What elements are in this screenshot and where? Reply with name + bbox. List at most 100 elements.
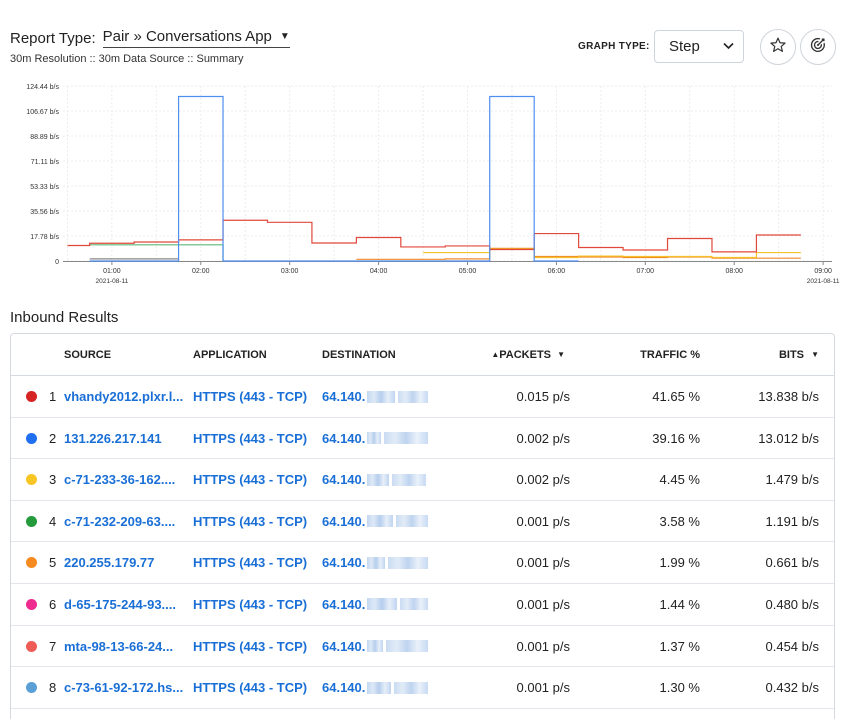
redacted-text (367, 598, 398, 611)
row-index: 2 (49, 430, 57, 446)
inbound-results-title: Inbound Results (10, 309, 119, 326)
table-row[interactable]: 5 220.255.179.77 HTTPS (443 - TCP) 64.140. 0… (11, 542, 834, 584)
y-tick-label: 106.67 b/s (26, 109, 59, 116)
y-tick-label: 124.44 b/s (26, 84, 59, 91)
redacted-text (367, 681, 392, 694)
series-color-dot (26, 640, 37, 652)
col-packets-header[interactable]: ▲PACKETS ▼ (491, 349, 565, 361)
graph-type-select[interactable]: Step (654, 30, 744, 63)
application-link[interactable]: HTTPS (443 - TCP) (193, 389, 308, 404)
report-type-dropdown[interactable]: Pair » Conversations App ▼ (102, 28, 290, 48)
application-link[interactable]: HTTPS (443 - TCP) (193, 596, 308, 612)
application-link[interactable]: HTTPS (443 - TCP) (193, 680, 308, 696)
row-index: 1 (49, 389, 57, 404)
inbound-results-table: SOURCE APPLICATION DESTINATION ▲PACKETS … (10, 333, 835, 719)
redacted-text (398, 390, 429, 403)
source-link[interactable]: mta-98-13-66-24... (64, 638, 174, 654)
destination-link[interactable]: 64.140. (322, 639, 429, 654)
plot-area (63, 86, 832, 261)
x-tick-label: 03:00 (281, 268, 299, 275)
source-link[interactable]: c-71-232-209-63.... (64, 513, 176, 529)
table-row[interactable]: 3 c-71-233-36-162.... HTTPS (443 - TCP) 64.… (11, 459, 834, 501)
traffic-value: 39.16 % (652, 430, 700, 446)
x-tick-label: 04:00 (370, 268, 388, 275)
redacted-text (392, 473, 427, 486)
table-row[interactable]: 7 mta-98-13-66-24... HTTPS (443 - TCP) 64.1… (11, 626, 834, 668)
x-tick-date-label: 2021-08-11 (96, 278, 129, 285)
x-tick-label: 08:00 (725, 268, 743, 275)
table-row[interactable]: 6 d-65-175-244-93.... HTTPS (443 - TCP) 64.… (11, 584, 834, 626)
destination-link[interactable]: 64.140. (322, 680, 429, 695)
source-link[interactable]: vhandy2012.plxr.l... (64, 389, 184, 404)
y-tick-label: 17.78 b/s (30, 234, 59, 241)
series-color-dot (26, 391, 37, 402)
destination-link[interactable]: 64.140. (322, 472, 427, 487)
series-color-dot (26, 474, 37, 486)
source-link[interactable]: 131.226.217.141 (64, 430, 162, 446)
application-link[interactable]: HTTPS (443 - TCP) (193, 555, 308, 571)
star-icon (769, 36, 787, 59)
report-type-value: Pair » Conversations App (102, 28, 272, 45)
packets-value: 0.001 p/s (516, 513, 571, 529)
target-icon (809, 36, 827, 59)
bits-value: 0.661 b/s (765, 555, 820, 571)
destination-link[interactable]: 64.140. (322, 555, 429, 570)
packets-value: 0.001 p/s (516, 596, 571, 612)
x-tick-label: 09:00 (814, 268, 832, 275)
application-link[interactable]: HTTPS (443 - TCP) (193, 430, 308, 446)
packets-value: 0.002 p/s (516, 430, 571, 446)
table-row[interactable]: 8 c-73-61-92-172.hs... HTTPS (443 - TCP) 64… (11, 667, 834, 709)
application-link[interactable]: HTTPS (443 - TCP) (193, 638, 308, 654)
packets-value: 0.001 p/s (516, 680, 571, 696)
source-link[interactable]: d-65-175-244-93.... (64, 596, 177, 612)
redacted-text (386, 640, 429, 653)
traffic-value: 3.58 % (659, 513, 700, 529)
bits-value: 0.432 b/s (765, 680, 820, 696)
col-traffic-header[interactable]: TRAFFIC % (640, 349, 700, 361)
redacted-text (367, 640, 384, 653)
source-link[interactable]: c-71-233-36-162.... (64, 472, 176, 488)
table-row[interactable]: 4 c-71-232-209-63.... HTTPS (443 - TCP) 64.… (11, 501, 834, 543)
application-link[interactable]: HTTPS (443 - TCP) (193, 472, 308, 488)
series-color-dot (26, 682, 37, 694)
bits-value: 13.838 b/s (758, 389, 819, 404)
report-type-label: Report Type: (10, 29, 96, 47)
destination-link[interactable]: 64.140. (322, 389, 429, 404)
traffic-value: 1.37 % (659, 638, 700, 654)
series-line (89, 95, 579, 262)
bits-value: 0.454 b/s (765, 638, 820, 654)
source-link[interactable]: 220.255.179.77 (64, 555, 155, 571)
destination-link[interactable]: 64.140. (322, 431, 429, 446)
col-source-header[interactable]: SOURCE (64, 349, 112, 361)
target-button[interactable] (800, 29, 836, 65)
destination-link[interactable]: 64.140. (322, 597, 429, 612)
sort-down-icon: ▼ (811, 350, 819, 359)
col-destination-header[interactable]: DESTINATION (322, 349, 396, 361)
y-tick-label: 0 (55, 259, 59, 266)
source-link[interactable]: c-73-61-92-172.hs... (64, 680, 184, 696)
bits-value: 1.479 b/s (765, 472, 820, 488)
packets-value: 0.001 p/s (516, 555, 571, 571)
row-index: 6 (49, 596, 57, 612)
traffic-value: 1.30 % (659, 680, 700, 696)
destination-link[interactable]: 64.140. (322, 514, 429, 529)
redacted-text (367, 515, 394, 528)
packets-value: 0.001 p/s (516, 638, 571, 654)
chevron-down-icon (723, 41, 734, 53)
packets-value: 0.015 p/s (516, 389, 571, 404)
series-color-dot (26, 432, 37, 444)
redacted-text (367, 473, 390, 486)
y-tick-label: 53.33 b/s (30, 184, 59, 191)
table-row[interactable]: 1 vhandy2012.plxr.l... HTTPS (443 - TCP) 64… (11, 376, 834, 418)
col-application-header[interactable]: APPLICATION (193, 349, 267, 361)
favorite-button[interactable] (760, 29, 796, 65)
y-tick-label: 88.89 b/s (30, 134, 59, 141)
report-type: Report Type: Pair » Conversations App ▼ (10, 28, 290, 48)
graph-type-label: GRAPH TYPE: (578, 41, 650, 52)
redacted-text (367, 556, 386, 569)
caret-down-icon: ▼ (557, 350, 565, 359)
application-link[interactable]: HTTPS (443 - TCP) (193, 513, 308, 529)
col-bits-header[interactable]: BITS ▼ (778, 349, 819, 361)
traffic-chart: 124.44 b/s 106.67 b/s 88.89 b/s 71.11 b/s 53… (26, 84, 840, 285)
table-row[interactable]: 2 131.226.217.141 HTTPS (443 - TCP) 64.140.… (11, 418, 834, 460)
